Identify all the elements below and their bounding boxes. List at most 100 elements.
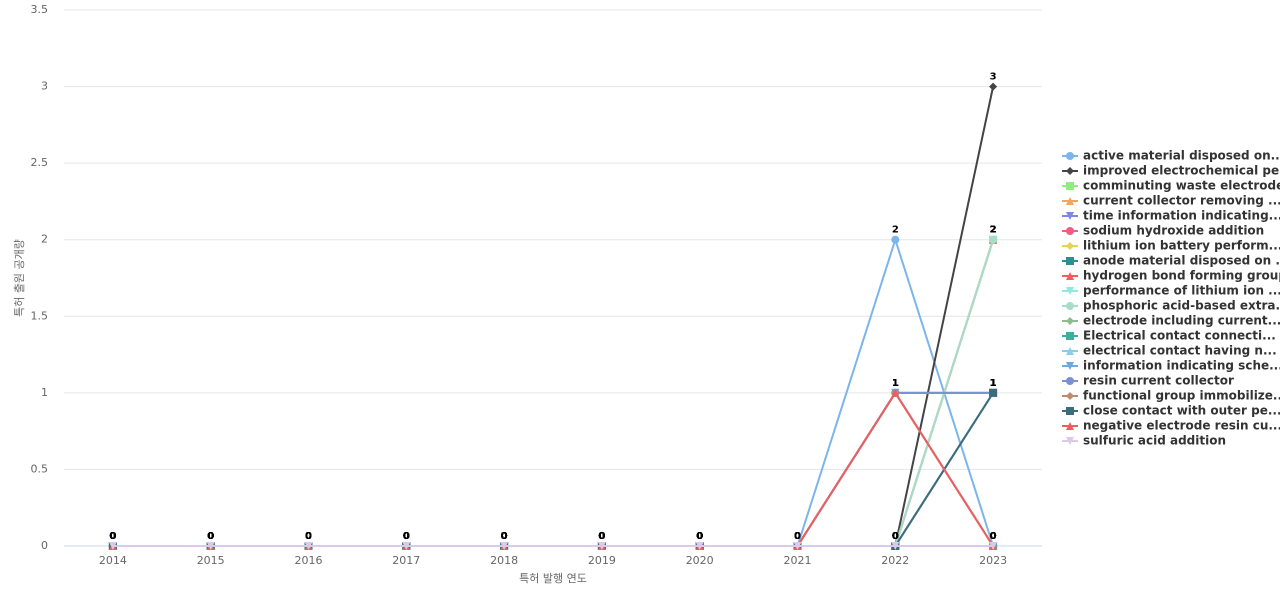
data-label: 0 <box>794 531 801 542</box>
data-label: 0 <box>598 531 605 542</box>
data-label: 0 <box>501 531 508 542</box>
marker <box>695 542 704 550</box>
data-label: 0 <box>990 531 997 542</box>
legend-item: functional group immobilize... <box>1062 389 1280 403</box>
data-label: 0 <box>696 531 703 542</box>
data-label: 0 <box>598 531 605 542</box>
x-tick-label: 2016 <box>295 554 323 567</box>
y-tick-label: 1.5 <box>31 309 49 322</box>
marker <box>989 542 998 550</box>
data-label: 0 <box>403 531 410 542</box>
data-label: 0 <box>403 531 410 542</box>
data-label: 0 <box>109 531 116 542</box>
data-label: 0 <box>305 531 312 542</box>
marker <box>1066 437 1074 445</box>
marker <box>891 542 900 550</box>
y-tick-label: 2.5 <box>31 156 49 169</box>
legend-item: sodium hydroxide addition <box>1062 224 1264 238</box>
data-label: 0 <box>794 531 801 542</box>
data-label: 0 <box>207 531 214 542</box>
legend-item: sulfuric acid addition <box>1062 434 1226 448</box>
data-label: 0 <box>305 531 312 542</box>
data-label: 0 <box>305 531 312 542</box>
data-label: 0 <box>598 531 605 542</box>
data-label: 0 <box>207 531 214 542</box>
data-label: 0 <box>598 531 605 542</box>
data-label: 0 <box>892 531 899 542</box>
legend-item: electrical contact having n... <box>1062 344 1277 358</box>
series <box>108 542 998 550</box>
data-label: 0 <box>892 531 899 542</box>
data-label: 0 <box>598 531 605 542</box>
data-label: 0 <box>305 531 312 542</box>
data-label: 0 <box>501 531 508 542</box>
data-label: 0 <box>501 531 508 542</box>
marker <box>891 235 900 244</box>
data-label: 0 <box>109 531 116 542</box>
data-label: 3 <box>990 72 997 83</box>
marker <box>1066 392 1074 400</box>
marker <box>206 542 215 550</box>
data-label: 0 <box>892 531 899 542</box>
data-label: 0 <box>403 531 410 542</box>
marker <box>1066 287 1074 295</box>
data-label: 0 <box>305 531 312 542</box>
marker <box>1066 422 1074 430</box>
data-label: 0 <box>794 531 801 542</box>
data-label: 0 <box>892 531 899 542</box>
data-label: 0 <box>696 531 703 542</box>
x-tick-label: 2020 <box>686 554 714 567</box>
marker <box>989 235 998 244</box>
data-label: 0 <box>794 531 801 542</box>
data-label: 0 <box>403 531 410 542</box>
marker <box>597 542 606 550</box>
legend-item: lithium ion battery perform... <box>1062 239 1280 253</box>
data-label: 0 <box>403 531 410 542</box>
data-label: 0 <box>305 531 312 542</box>
marker <box>1066 332 1074 340</box>
data-label: 0 <box>990 531 997 542</box>
y-tick-label: 0.5 <box>31 462 49 475</box>
marker <box>1066 182 1074 190</box>
data-label: 0 <box>598 531 605 542</box>
data-label: 0 <box>892 531 899 542</box>
data-label: 2 <box>990 225 997 236</box>
data-label: 0 <box>990 531 997 542</box>
data-label: 0 <box>403 531 410 542</box>
data-label: 2 <box>990 225 997 236</box>
data-label: 0 <box>598 531 605 542</box>
data-label: 0 <box>305 531 312 542</box>
data-label: 0 <box>696 531 703 542</box>
data-label: 0 <box>109 531 116 542</box>
data-label: 0 <box>990 531 997 542</box>
data-label: 0 <box>794 531 801 542</box>
data-label: 2 <box>990 225 997 236</box>
legend-label: information indicating sche... <box>1083 359 1280 373</box>
data-label: 0 <box>207 531 214 542</box>
data-label: 0 <box>794 531 801 542</box>
data-label: 0 <box>696 531 703 542</box>
x-tick-label: 2015 <box>197 554 225 567</box>
data-label: 0 <box>403 531 410 542</box>
data-label: 0 <box>109 531 116 542</box>
legend-item: comminuting waste electrode... <box>1062 179 1280 193</box>
data-label: 0 <box>892 531 899 542</box>
legend-label: comminuting waste electrode... <box>1083 179 1280 193</box>
data-label: 0 <box>207 531 214 542</box>
data-label: 0 <box>109 531 116 542</box>
legend-item: hydrogen bond forming group <box>1062 269 1280 283</box>
data-label: 0 <box>598 531 605 542</box>
marker <box>1066 302 1074 310</box>
data-label: 1 <box>990 378 997 389</box>
data-label: 0 <box>207 531 214 542</box>
data-label: 0 <box>403 531 410 542</box>
data-label: 0 <box>598 531 605 542</box>
data-label: 0 <box>207 531 214 542</box>
data-label: 0 <box>598 531 605 542</box>
legend-item: close contact with outer pe... <box>1062 404 1280 418</box>
marker <box>1066 377 1074 385</box>
legend-item: improved electrochemical pe... <box>1062 164 1280 178</box>
y-axis-title: 특허 출원 공개량 <box>13 239 26 317</box>
marker <box>1066 407 1074 415</box>
